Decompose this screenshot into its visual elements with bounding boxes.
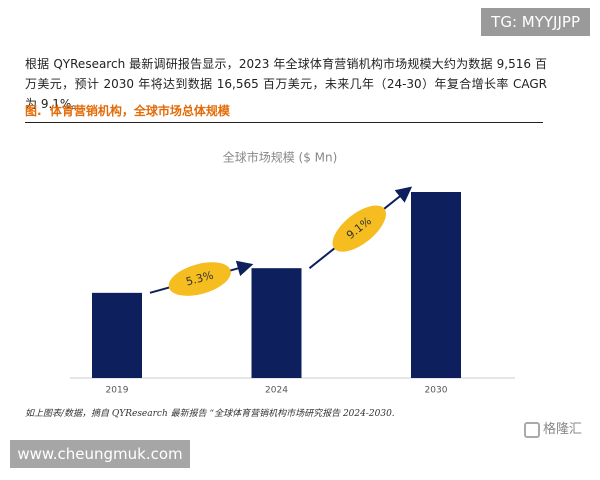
x-tick-label: 2024 [265,386,288,396]
paragraph: 根据 QYResearch 最新调研报告显示，2023 年全球体育营销机构市场规… [25,57,547,111]
annotation: 5.3% [168,262,231,296]
bar [411,192,461,378]
x-tick-label: 2019 [106,386,129,396]
site-label: www.cheungmuk.com [10,440,190,468]
logo-icon [523,421,540,438]
chart-title: 全球市场规模 ($ Mn) [223,150,338,165]
annotation: 9.1% [332,205,386,252]
x-tick-label: 2030 [425,386,448,396]
bar [251,268,302,378]
bar [92,292,142,378]
chart: 全球市场规模 ($ Mn) 2019 2024 2030 5.3% 9.1% [70,150,515,396]
watermark: TG: MYYJJPP [481,8,590,36]
source-note: 如上图表/数据，摘自 QYResearch 最新报告 “全球体育营销机构市场研究… [25,409,395,419]
annotation-badge [332,205,386,252]
logo-text: 格隆汇 [542,422,582,437]
annotation-badge [168,262,231,296]
logo: 格隆汇 [523,418,582,438]
figure-caption: 图. 体育营销机构，全球市场总体规模 [25,102,543,123]
